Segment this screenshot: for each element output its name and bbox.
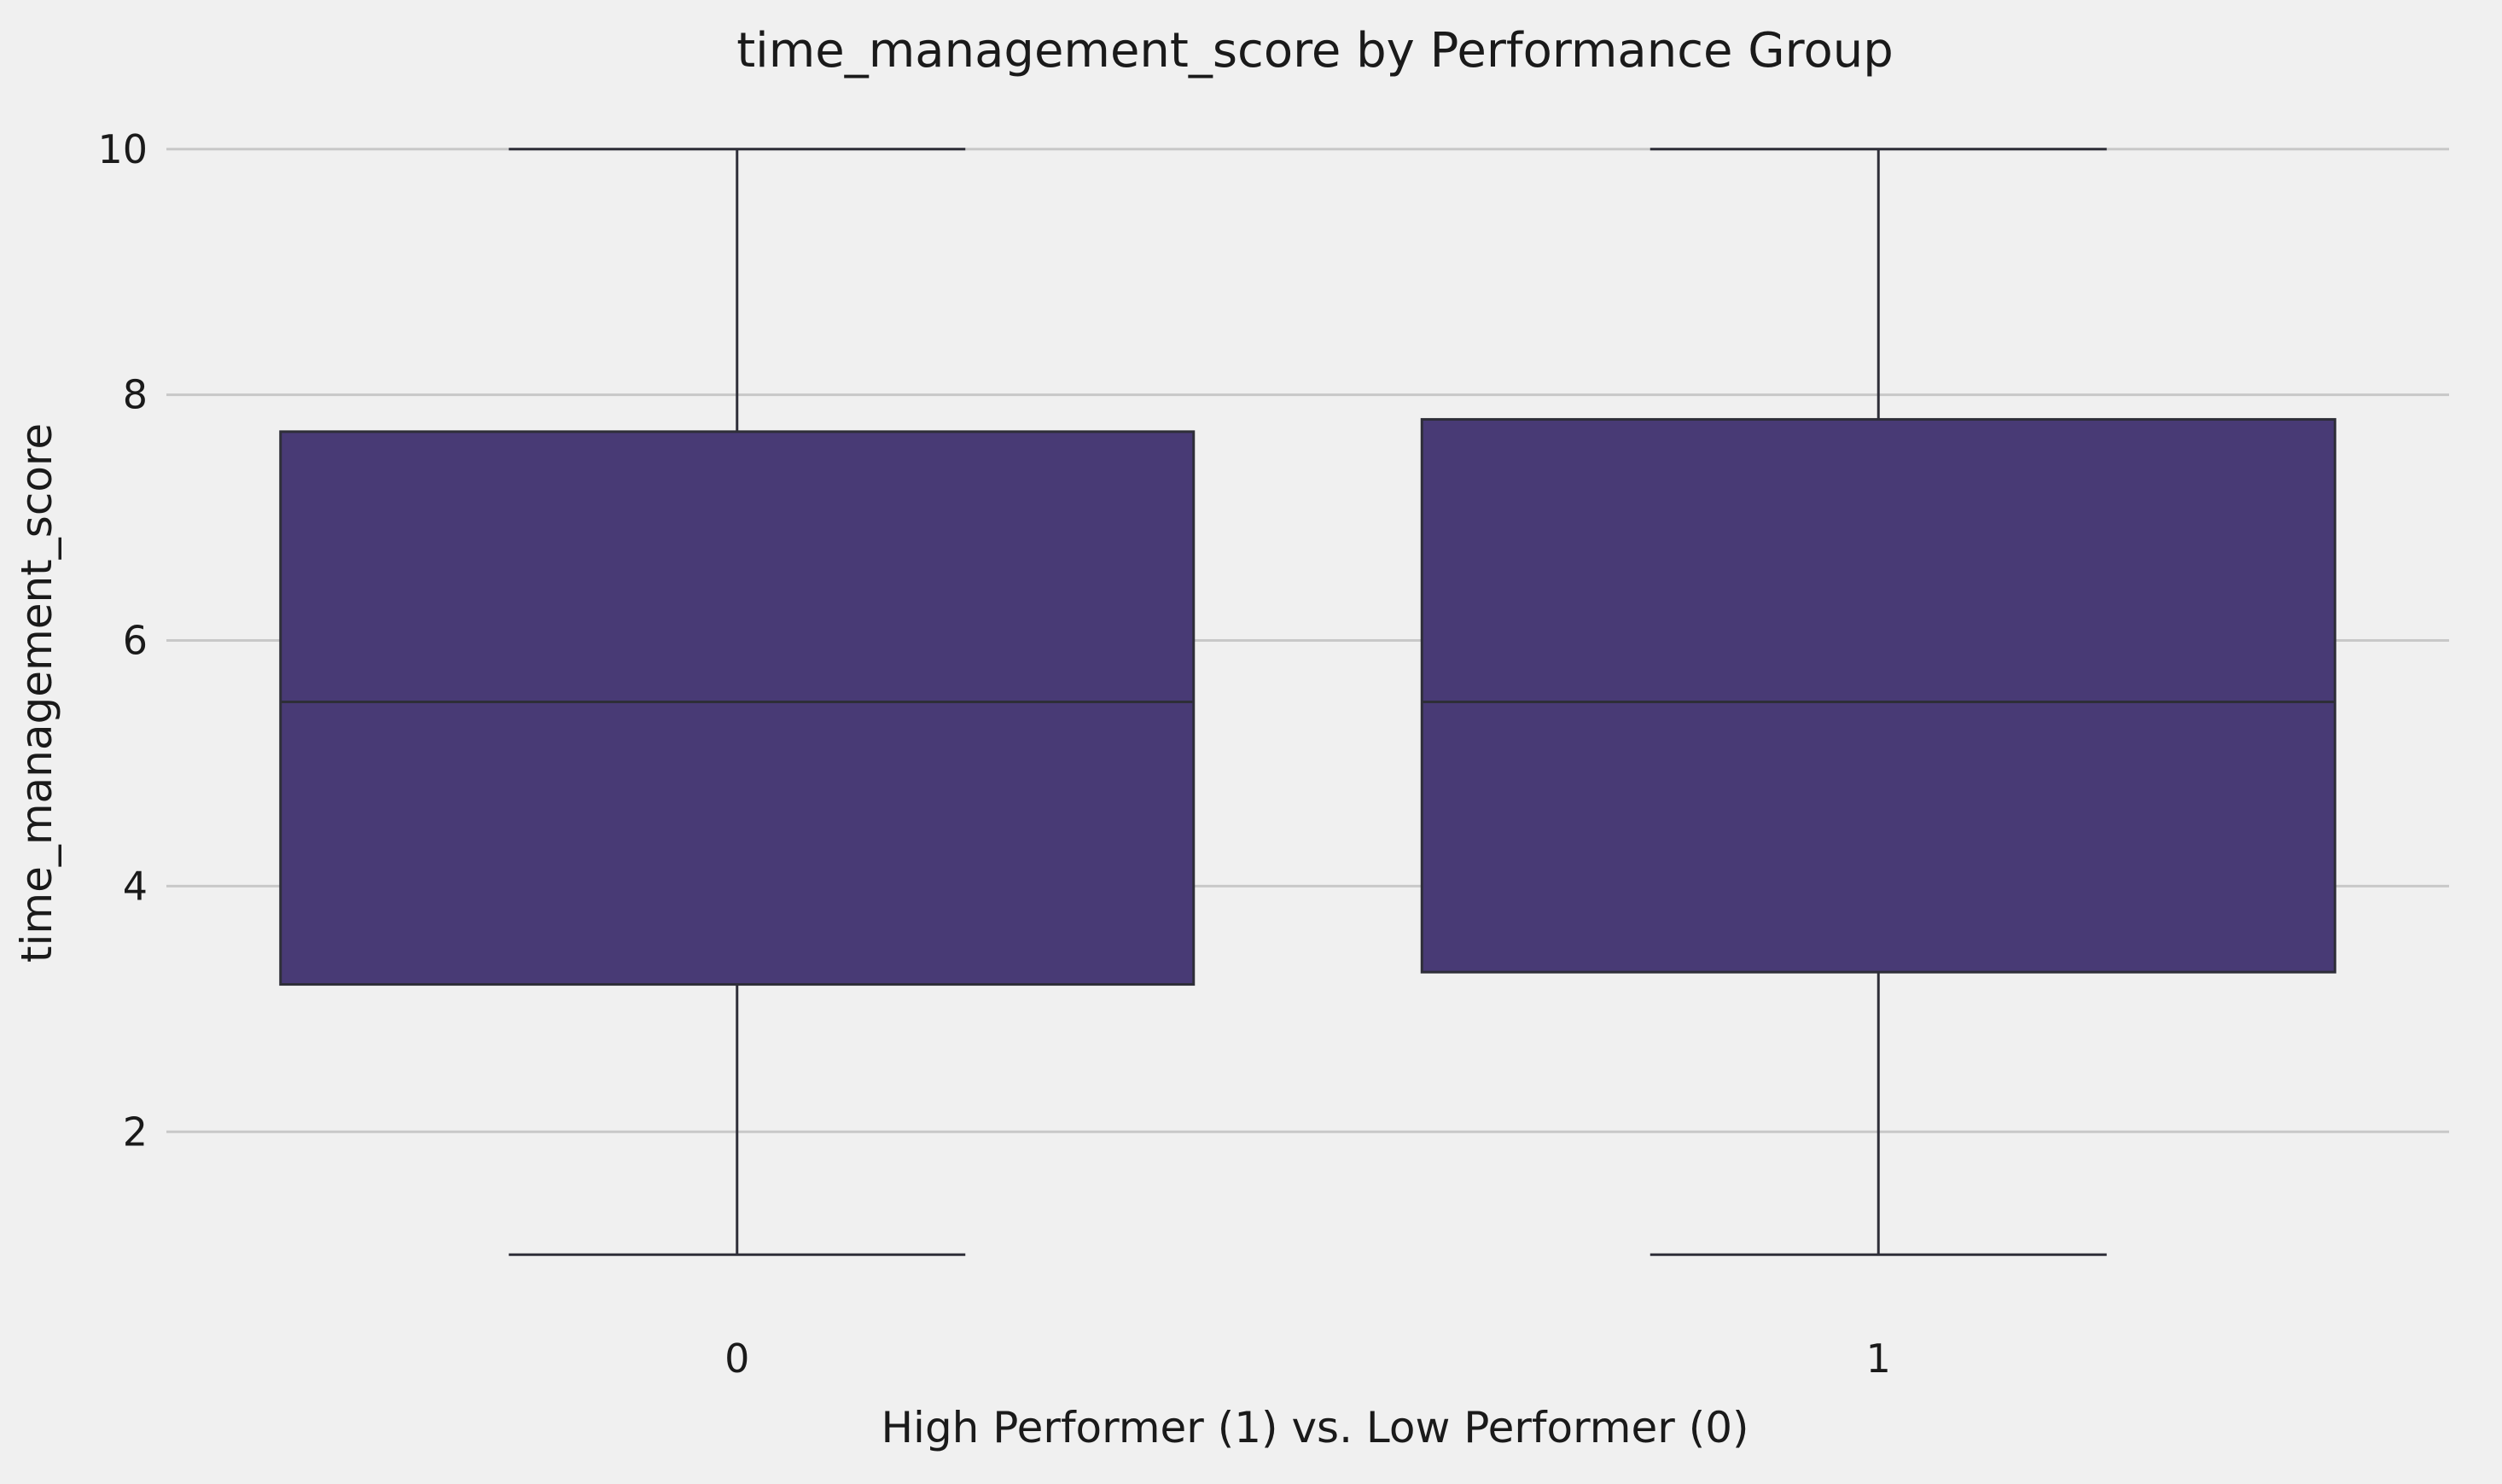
box-iqr <box>279 430 1196 986</box>
y-tick-label-10: 10 <box>97 126 148 172</box>
x-tick-label-1: 1 <box>1866 1336 1891 1382</box>
y-tick-label-4: 4 <box>123 863 148 909</box>
y-tick-label-2: 2 <box>123 1109 148 1155</box>
y-tick-label-8: 8 <box>123 372 148 418</box>
box-group-0 <box>279 148 1196 1256</box>
y-tick-label-6: 6 <box>123 618 148 664</box>
axis-ticks: 2 4 6 8 10 0 1 <box>97 126 1890 1382</box>
chart-title: time_management_score by Performance Gro… <box>736 23 1894 79</box>
box-group-1 <box>1420 148 2336 1256</box>
y-axis-label: time_management_score <box>12 423 61 963</box>
box-plot-series <box>279 148 2336 1256</box>
x-tick-label-0: 0 <box>724 1336 749 1382</box>
x-axis-label: High Performer (1) vs. Low Performer (0) <box>881 1403 1748 1452</box>
box-iqr <box>1420 417 2336 974</box>
